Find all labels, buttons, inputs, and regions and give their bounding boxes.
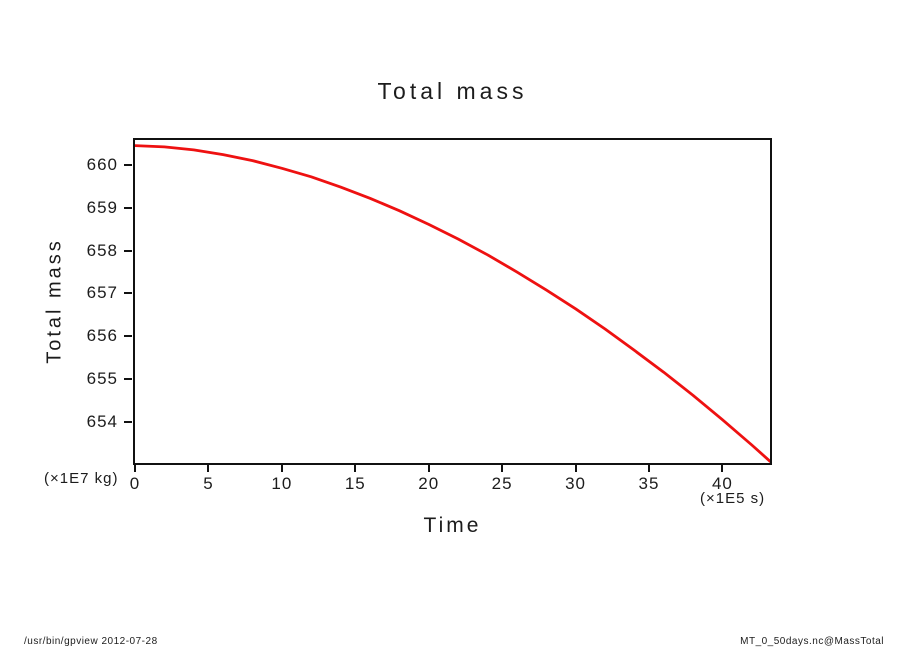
y-tick-label: 655 xyxy=(86,369,118,389)
y-tick xyxy=(124,335,132,338)
x-tick-label: 5 xyxy=(203,474,214,493)
chart-title: Total mass xyxy=(377,78,528,104)
x-tick xyxy=(354,465,357,472)
y-tick-label: 654 xyxy=(86,411,118,431)
x-tick xyxy=(134,465,136,472)
y-tick-label: 656 xyxy=(86,326,118,346)
y-tick xyxy=(124,378,132,381)
y-tick-label: 657 xyxy=(86,283,118,303)
x-tick xyxy=(427,465,430,472)
y-tick-label: 659 xyxy=(86,197,118,217)
y-tick xyxy=(124,163,132,166)
x-tick xyxy=(721,465,724,472)
plot-area xyxy=(133,138,772,465)
x-axis-title: Time xyxy=(423,514,482,537)
x-tick-label: 30 xyxy=(565,474,587,493)
x-axis-unit: (×1E5 s) xyxy=(700,490,766,507)
x-tick-label: 20 xyxy=(418,474,440,493)
x-tick-label: 35 xyxy=(638,474,660,493)
x-tick-label: 0 xyxy=(129,474,141,493)
x-tick xyxy=(501,465,504,472)
x-tick-label: 40 xyxy=(711,474,733,493)
x-tick xyxy=(647,465,650,472)
x-tick xyxy=(280,465,283,472)
x-tick-label: 15 xyxy=(344,474,366,493)
x-tick-label: 10 xyxy=(271,474,293,493)
y-tick xyxy=(124,206,132,209)
y-tick xyxy=(124,249,132,252)
y-tick-label: 658 xyxy=(86,240,118,260)
y-tick xyxy=(124,292,132,295)
mass-curve xyxy=(135,144,770,463)
y-tick-label: 660 xyxy=(86,154,118,174)
x-tick-label: 25 xyxy=(491,474,513,493)
y-tick xyxy=(124,420,132,423)
footer-command: /usr/bin/gpview 2012-07-28 xyxy=(24,636,158,647)
x-tick xyxy=(574,465,577,472)
y-axis-unit: (×1E7 kg) xyxy=(44,470,119,487)
x-tick xyxy=(207,465,210,472)
footer-source: MT_0_50days.nc@MassTotal xyxy=(740,636,884,647)
